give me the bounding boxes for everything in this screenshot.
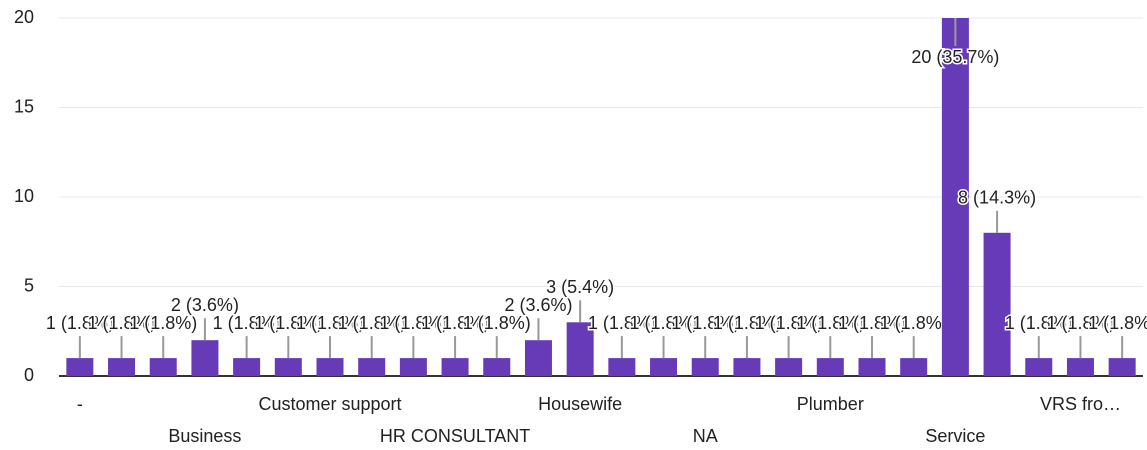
- bar: [441, 358, 469, 376]
- x-tick-label: Service: [925, 426, 985, 446]
- bar: [691, 358, 719, 376]
- bar: [1025, 358, 1053, 376]
- bar: [274, 358, 302, 376]
- y-tick-label: 10: [14, 186, 34, 206]
- value-label: 1 (1.8%): [254, 313, 322, 333]
- bar: [1066, 358, 1094, 376]
- value-label: 2 (3.6%): [171, 295, 239, 315]
- value-label: 1 (1.8%): [88, 313, 156, 333]
- value-label: 1 (1.8%): [129, 313, 197, 333]
- value-label: 8 (14.3%): [958, 188, 1036, 208]
- bar: [358, 358, 386, 376]
- value-label: 1 (1.8%): [630, 313, 698, 333]
- value-label: 1 (1.8%): [755, 313, 823, 333]
- bar: [233, 358, 261, 376]
- value-label: 1 (1.8%): [421, 313, 489, 333]
- x-tick-label: HR CONSULTANT: [380, 426, 530, 446]
- value-label: 1 (1.8%): [46, 313, 114, 333]
- bar: [1108, 358, 1136, 376]
- x-tick-label: Customer support: [258, 394, 401, 414]
- bar: [733, 358, 761, 376]
- x-tick-label: -: [77, 394, 83, 414]
- bar: [191, 340, 219, 376]
- bar: [858, 358, 886, 376]
- value-label: 2 (3.6%): [504, 295, 572, 315]
- y-tick-label: 5: [24, 275, 34, 295]
- value-label: 1 (1.8%): [588, 313, 656, 333]
- value-label: 1 (1.8%): [838, 313, 906, 333]
- bar: [650, 358, 678, 376]
- x-tick-label: NA: [693, 426, 718, 446]
- bar: [566, 322, 594, 376]
- value-label: 1 (1.8%): [671, 313, 739, 333]
- value-label: 1 (1.8%): [296, 313, 364, 333]
- x-tick-label: Business: [168, 426, 241, 446]
- value-label: 1 (1.8%): [463, 313, 531, 333]
- y-tick-label: 0: [24, 365, 34, 385]
- bar: [524, 340, 552, 376]
- bar: [608, 358, 636, 376]
- value-label: 1 (1.8%): [379, 313, 447, 333]
- value-label: 1 (1.8%): [338, 313, 406, 333]
- x-tick-label: Plumber: [797, 394, 864, 414]
- value-label: 1 (1.8%): [1088, 313, 1147, 333]
- value-label: 1 (1.8%): [796, 313, 864, 333]
- x-tick-label: Housewife: [538, 394, 622, 414]
- value-label: 1 (1.8%): [213, 313, 281, 333]
- value-label: 1 (1.8%): [880, 313, 948, 333]
- y-tick-label: 15: [14, 96, 34, 116]
- value-label: 1 (1.8%): [1005, 313, 1073, 333]
- value-label: 20 (35.7%): [911, 47, 999, 67]
- bar: [816, 358, 844, 376]
- bar: [483, 358, 511, 376]
- bar: [900, 358, 928, 376]
- bar: [66, 358, 94, 376]
- bar: [775, 358, 803, 376]
- x-tick-label: VRS fro…: [1040, 394, 1121, 414]
- y-tick-label: 20: [14, 7, 34, 27]
- bar: [941, 18, 969, 376]
- bar: [108, 358, 136, 376]
- bar: [399, 358, 427, 376]
- value-label: 1 (1.8%): [713, 313, 781, 333]
- value-label: 1 (1.8%): [1046, 313, 1114, 333]
- bar: [983, 232, 1011, 376]
- bar: [149, 358, 177, 376]
- value-label: 3 (5.4%): [546, 277, 614, 297]
- bar: [316, 358, 344, 376]
